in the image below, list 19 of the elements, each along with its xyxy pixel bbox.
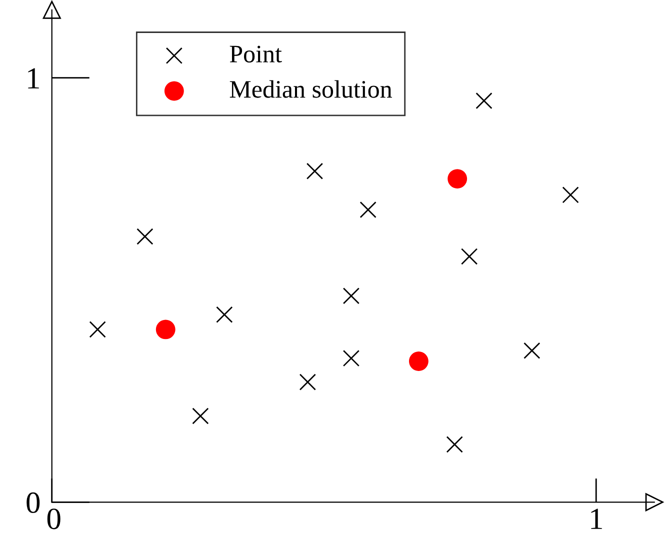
point xyxy=(89,321,106,338)
point xyxy=(360,201,376,218)
point xyxy=(299,374,316,390)
point xyxy=(216,306,233,323)
point xyxy=(136,228,154,245)
legend-label: Median solution xyxy=(230,80,392,98)
point xyxy=(476,92,492,110)
point xyxy=(342,288,360,304)
point xyxy=(524,342,540,359)
point xyxy=(446,436,463,453)
point xyxy=(408,352,428,371)
point xyxy=(448,169,468,189)
point xyxy=(562,186,579,204)
legend-label: Point xyxy=(230,46,282,62)
point xyxy=(306,162,324,180)
point xyxy=(460,248,478,265)
point xyxy=(156,320,176,340)
point xyxy=(342,350,360,367)
point xyxy=(192,408,209,424)
